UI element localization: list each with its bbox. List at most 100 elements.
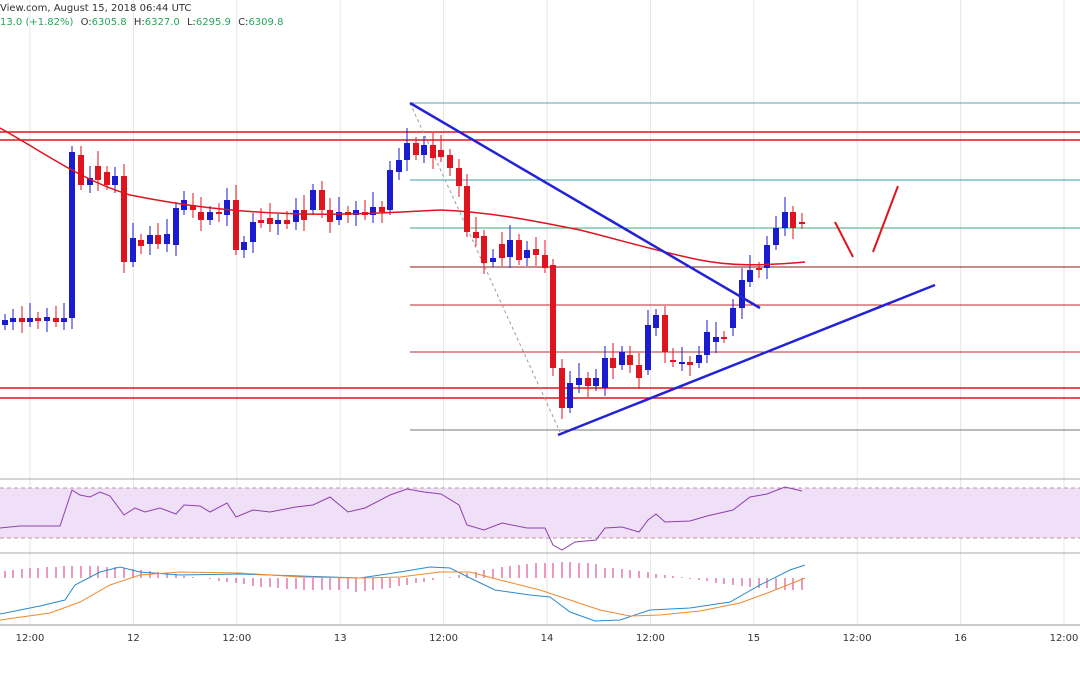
candle-body (473, 232, 479, 238)
candle-body (61, 318, 67, 322)
candle-body (619, 352, 625, 365)
candle-body (499, 244, 505, 258)
candle-body (301, 210, 307, 220)
x-tick-label: 12:00 (222, 633, 251, 644)
candle-body (404, 143, 410, 160)
candle-body (481, 236, 487, 263)
candle-body (645, 325, 651, 370)
candle-body (224, 200, 230, 215)
candle-body (662, 315, 668, 352)
candle-body (593, 378, 599, 386)
candle-body (653, 315, 659, 328)
candle-body (10, 318, 16, 322)
levels (0, 102, 1080, 433)
candle-body (602, 358, 608, 388)
candle-body (567, 383, 573, 408)
candle-body (721, 337, 727, 339)
x-tick-label: 13 (334, 633, 347, 644)
candle-body (353, 210, 359, 215)
x-tick-label: 14 (541, 633, 554, 644)
candle-body (524, 250, 530, 258)
candle-body (336, 212, 342, 220)
ohlc-key: H: (134, 17, 145, 28)
candles (2, 128, 805, 419)
candle-body (396, 160, 402, 172)
candle-body (413, 143, 419, 155)
candle-body (2, 320, 8, 325)
candle-body (198, 212, 204, 220)
candle-body (610, 358, 616, 368)
x-tick-label: 16 (954, 633, 967, 644)
candle-body (370, 207, 376, 215)
trend-line (409, 101, 761, 310)
candle-body (293, 210, 299, 222)
candle-body (44, 317, 50, 321)
x-tick-label: 12:00 (429, 633, 458, 644)
candle-body (138, 240, 144, 246)
candle-body (258, 220, 264, 223)
candle-body (679, 362, 685, 364)
candle-body (739, 280, 745, 308)
candle-body (78, 155, 84, 185)
candle-body (627, 355, 633, 365)
candle-body (764, 245, 770, 268)
x-tick-label: 15 (747, 633, 760, 644)
candle-body (438, 150, 444, 157)
ohlc-key: L: (187, 17, 196, 28)
candle-body (687, 362, 693, 365)
candle-body (550, 265, 556, 368)
signal-line (0, 571, 806, 621)
candle-body (713, 337, 719, 342)
candle-body (207, 212, 213, 220)
candle-body (95, 166, 101, 180)
candle-body (559, 368, 565, 408)
candle-body (533, 249, 539, 255)
candle-body (747, 270, 753, 282)
candle-body (756, 268, 762, 270)
candle-body (319, 190, 325, 210)
candle-body (173, 208, 179, 245)
ohlc-value: 6327.0 (145, 17, 180, 28)
candle-body (670, 360, 676, 362)
candle-body (696, 355, 702, 363)
candle-body (284, 220, 290, 224)
candle-body (585, 378, 591, 386)
candle-body (447, 155, 453, 168)
ohlc-value: 6295.9 (196, 17, 231, 28)
ohlc-value: 6309.8 (248, 17, 283, 28)
candle-body (130, 238, 136, 262)
candle-body (464, 186, 470, 232)
header-quote: 13.0 (+1.82%) O:6305.8 H:6327.0 L:6295.9… (0, 17, 283, 28)
candle-body (799, 222, 805, 224)
candle-body (233, 200, 239, 250)
x-tick-label: 12:00 (636, 633, 665, 644)
header-source: View.com, August 15, 2018 06:44 UTC (0, 3, 191, 14)
candle-body (636, 365, 642, 378)
x-tick-label: 12:00 (16, 633, 45, 644)
candle-body (147, 235, 153, 244)
candle-body (250, 222, 256, 242)
candle-body (542, 255, 548, 268)
candle-body (69, 152, 75, 318)
projection (872, 185, 899, 253)
change: 13.0 (+1.82%) (0, 17, 73, 28)
candle-body (104, 172, 110, 185)
moving-average (0, 127, 806, 266)
candle-body (27, 318, 33, 322)
candle-body (327, 210, 333, 222)
candle-body (87, 178, 93, 185)
trend-line (557, 283, 936, 437)
candle-body (576, 378, 582, 385)
candle-body (53, 318, 59, 322)
candle-body (456, 168, 462, 186)
candle-body (241, 242, 247, 250)
candle-body (507, 240, 513, 257)
ohlc-value: 6305.8 (92, 17, 127, 28)
ohlc-key: C: (238, 17, 248, 28)
x-tick-label: 12 (127, 633, 140, 644)
candle-body (267, 218, 273, 224)
candle-body (181, 200, 187, 210)
candle-body (782, 212, 788, 228)
candle-body (216, 212, 222, 214)
